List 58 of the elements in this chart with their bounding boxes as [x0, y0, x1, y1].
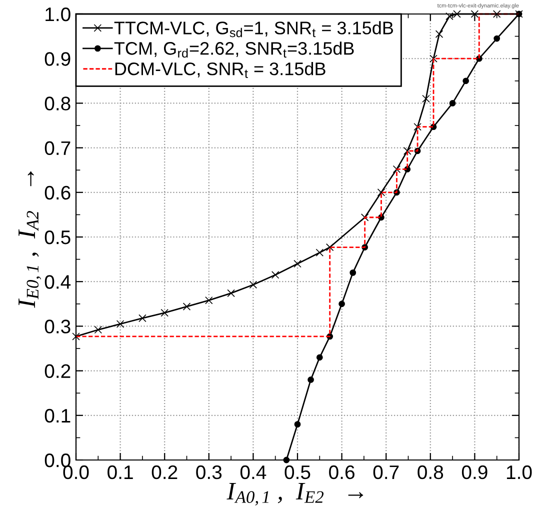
point [72, 332, 80, 340]
y-tick-label: 0.9 [44, 52, 70, 66]
point [449, 100, 456, 106]
y-tick-label: 0.4 [44, 275, 71, 289]
x-tick-label: 0.4 [240, 465, 266, 480]
point [249, 280, 258, 289]
point [294, 421, 301, 428]
legend-label: TTCM-VLC, G$_{sd}$=1, SNR$_{t}$ = 3.15dB [114, 21, 394, 38]
x-tick-label: 0.7 [373, 465, 399, 480]
point [160, 308, 168, 317]
point [470, 10, 479, 18]
point [377, 188, 386, 196]
text: I$_{A0,1}$ , I$_{E2}$ → [226, 482, 364, 506]
y-tick-label: 0.2 [44, 364, 70, 378]
point [414, 122, 422, 131]
point [494, 35, 500, 42]
y-tick-label: 0.1 [44, 408, 70, 423]
point [94, 326, 102, 334]
x-tick-label: 0.3 [196, 465, 222, 480]
point [316, 354, 323, 361]
point [435, 30, 444, 38]
x-tick-label: 0.9 [462, 465, 488, 480]
legend-label: DCM-VLC, SNR$_{t}$ = 3.15dB [115, 62, 326, 78]
x-tick-label: 0.0 [63, 465, 89, 480]
x-tick-label: 0.8 [418, 465, 444, 480]
y-tick-label: 0.5 [44, 230, 70, 244]
point [403, 147, 412, 155]
text: I$_{E0,1}$ , I$_{A2}$ → [18, 171, 42, 308]
y-tick-label: 0.0 [44, 453, 70, 468]
legend-label: TCM, G$_{rd}$=2.62, SNR$_{t}$=3.15dB [114, 42, 354, 58]
y-tick-label: 0.3 [44, 320, 70, 334]
y-tick-label: 0.6 [44, 186, 70, 200]
point [392, 165, 401, 174]
point [430, 54, 438, 62]
y-tick-label: 0.7 [44, 141, 70, 156]
point [271, 271, 280, 279]
x-tick-label: 0.2 [152, 465, 178, 480]
point [138, 314, 146, 322]
point [462, 78, 470, 84]
y-tick-label: 1.0 [46, 7, 70, 22]
point [338, 300, 345, 308]
point [326, 243, 334, 252]
x-tick-label: 0.6 [329, 465, 354, 480]
point [227, 289, 235, 298]
point [294, 260, 302, 268]
point [492, 10, 501, 18]
y-tick-label: 0.8 [44, 96, 70, 110]
point [205, 296, 213, 304]
point [422, 94, 430, 103]
point [316, 248, 324, 256]
point [350, 269, 356, 276]
point [116, 320, 124, 328]
x-tick-label: 1.0 [506, 465, 532, 480]
point [182, 302, 191, 310]
x-tick-label: 0.1 [108, 465, 133, 480]
point [308, 376, 314, 383]
x-tick-label: 0.5 [284, 465, 310, 480]
point [360, 213, 369, 222]
